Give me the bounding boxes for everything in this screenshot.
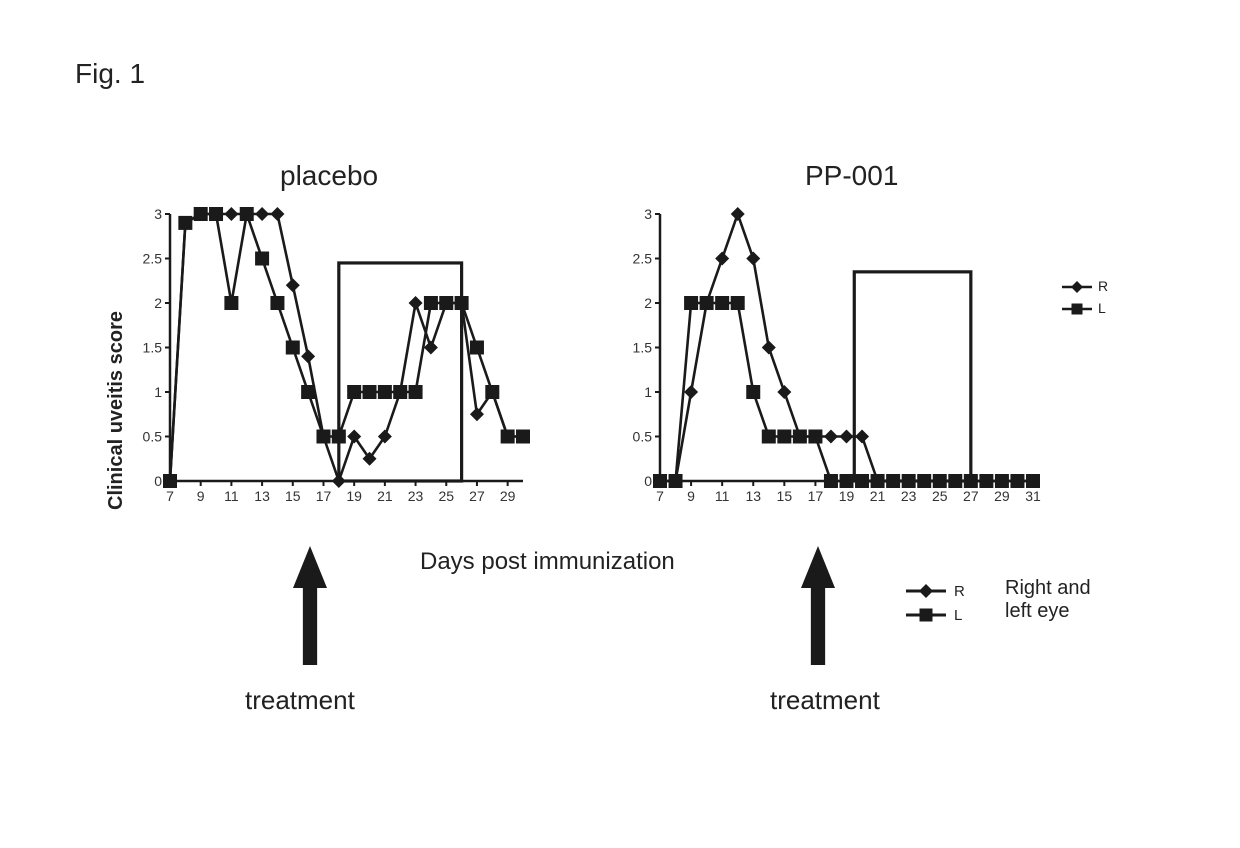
svg-text:19: 19 (346, 488, 362, 504)
svg-text:25: 25 (438, 488, 454, 504)
svg-text:3: 3 (644, 206, 652, 222)
svg-text:2: 2 (644, 295, 652, 311)
svg-text:0.5: 0.5 (633, 429, 653, 445)
svg-text:0.5: 0.5 (143, 429, 163, 445)
svg-text:L: L (954, 607, 962, 624)
x-axis-label: Days post immunization (420, 548, 675, 576)
svg-text:L: L (1098, 300, 1106, 316)
svg-text:2: 2 (154, 295, 162, 311)
chart-pp001: 0 0.5 1 1.5 2 2.5 3 7 9 11 13 15 17 19 21 23 25 27 29 31 (605, 204, 1045, 519)
svg-text:1: 1 (154, 384, 162, 400)
treatment-arrow-pp001 (791, 540, 845, 685)
svg-text:0: 0 (154, 473, 162, 489)
svg-text:9: 9 (197, 488, 205, 504)
svg-text:27: 27 (469, 488, 485, 504)
svg-text:27: 27 (963, 488, 979, 504)
svg-text:29: 29 (500, 488, 516, 504)
svg-text:1: 1 (644, 384, 652, 400)
svg-text:3: 3 (154, 206, 162, 222)
svg-text:R: R (954, 583, 965, 600)
svg-text:19: 19 (839, 488, 855, 504)
svg-text:13: 13 (745, 488, 761, 504)
svg-text:2.5: 2.5 (633, 251, 653, 267)
svg-text:21: 21 (377, 488, 393, 504)
svg-text:21: 21 (870, 488, 886, 504)
svg-text:7: 7 (166, 488, 174, 504)
legend-small: RL (1058, 275, 1128, 325)
svg-text:23: 23 (408, 488, 424, 504)
figure-label: Fig. 1 (75, 58, 145, 90)
svg-text:11: 11 (715, 488, 730, 504)
svg-text:11: 11 (224, 488, 239, 504)
panel-title-pp001: PP-001 (805, 160, 898, 192)
svg-text:17: 17 (316, 488, 332, 504)
svg-text:17: 17 (808, 488, 824, 504)
svg-text:0: 0 (644, 473, 652, 489)
legend-note-line1: Right and (1005, 577, 1091, 599)
svg-text:25: 25 (932, 488, 948, 504)
svg-text:23: 23 (901, 488, 917, 504)
svg-text:29: 29 (994, 488, 1010, 504)
svg-text:2.5: 2.5 (143, 251, 163, 267)
figure-stage: Fig. 1 placebo PP-001 Clinical uveitis s… (0, 0, 1240, 848)
svg-text:9: 9 (687, 488, 695, 504)
treatment-label-placebo: treatment (245, 685, 355, 716)
legend-big-marks: RL (900, 575, 1000, 635)
legend-note: Right and left eye (1005, 577, 1091, 623)
svg-text:1.5: 1.5 (143, 340, 163, 356)
svg-text:7: 7 (656, 488, 664, 504)
panel-title-placebo: placebo (280, 160, 378, 192)
treatment-arrow-placebo (283, 540, 337, 685)
treatment-label-pp001: treatment (770, 685, 880, 716)
chart-placebo: 0 0.5 1 1.5 2 2.5 3 7 9 11 13 15 17 19 21 23 25 27 29 (115, 204, 535, 519)
svg-text:15: 15 (777, 488, 793, 504)
legend-note-line2: left eye (1005, 600, 1069, 622)
svg-text:13: 13 (254, 488, 270, 504)
svg-text:31: 31 (1025, 488, 1041, 504)
svg-text:1.5: 1.5 (633, 340, 653, 356)
svg-text:15: 15 (285, 488, 301, 504)
svg-text:R: R (1098, 278, 1108, 294)
